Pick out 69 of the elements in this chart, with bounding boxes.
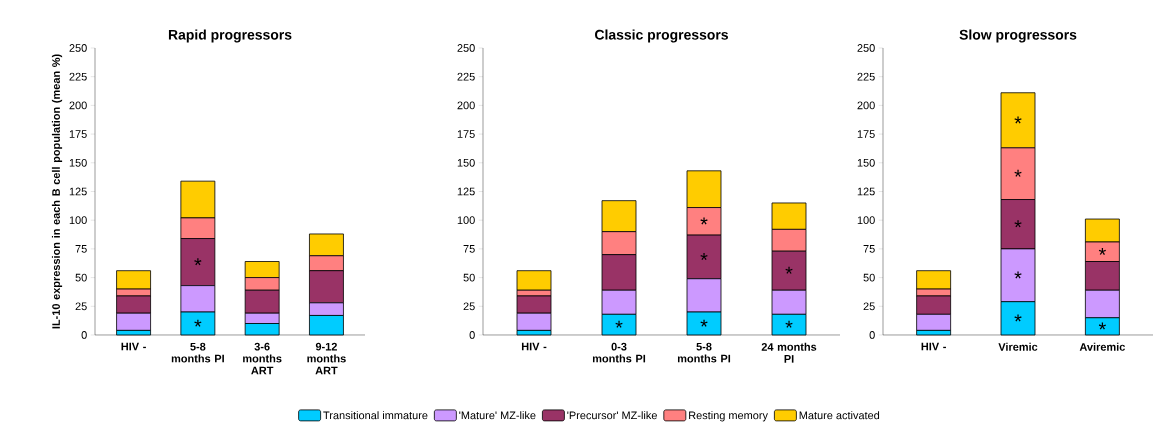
x-tick-label: Aviremic: [1079, 342, 1125, 351]
chart-title: Rapid progressors: [168, 29, 292, 43]
data-label: *: [1014, 314, 1022, 322]
data-label: *: [785, 266, 793, 274]
y-tick-label: 250: [69, 44, 87, 52]
y-tick-label: 100: [69, 216, 87, 225]
y-tick-label: 75: [463, 245, 475, 253]
y-tick-label: 25: [463, 302, 475, 311]
data-label: *: [615, 320, 623, 328]
y-tick-label: 75: [75, 245, 87, 253]
data-label: *: [700, 253, 708, 261]
y-tick-label: 175: [457, 130, 475, 138]
legend-label: Mature activated: [799, 411, 880, 420]
y-tick-label: 0: [869, 331, 875, 339]
chart-title: Slow progressors: [959, 29, 1077, 43]
y-tick-label: 50: [75, 273, 87, 282]
y-axis-title: IL-10 expression in each B cell population (mean %): [51, 54, 63, 329]
y-tick-label: 125: [857, 187, 875, 196]
y-tick-label: 250: [457, 44, 475, 52]
x-tick-label: 5-8 months PI: [171, 342, 224, 363]
y-tick-label: 200: [457, 101, 475, 110]
data-label: *: [1098, 322, 1106, 330]
y-tick-label: 75: [863, 245, 875, 253]
y-tick-label: 150: [457, 158, 475, 167]
legend-label: 'Mature' MZ-like: [459, 411, 536, 420]
data-label: *: [785, 320, 793, 328]
y-tick-label: 50: [863, 273, 875, 282]
data-label: *: [1014, 169, 1022, 177]
legend-label: Resting memory: [689, 411, 768, 422]
x-tick-label: HIV -: [121, 342, 146, 351]
y-tick-label: 175: [69, 130, 87, 138]
y-tick-label: 50: [463, 273, 475, 282]
data-label: *: [1014, 271, 1022, 279]
y-tick-label: 125: [69, 187, 87, 196]
y-tick-label: 100: [857, 216, 875, 225]
data-label: *: [194, 258, 202, 266]
bar: [516, 270, 552, 291]
y-tick-label: 0: [469, 331, 475, 339]
x-tick-label: Viremic: [998, 342, 1038, 351]
y-tick-label: 25: [75, 302, 87, 311]
y-tick-label: 100: [457, 216, 475, 225]
y-tick-label: 200: [857, 101, 875, 110]
legend-label: Transitional immature: [323, 411, 428, 420]
y-tick-label: 225: [69, 72, 87, 81]
y-tick-label: 150: [857, 158, 875, 167]
y-tick-label: 150: [69, 158, 87, 167]
data-label: *: [700, 217, 708, 225]
x-tick-label: HIV -: [521, 342, 547, 351]
y-tick-label: 250: [857, 44, 875, 52]
y-tick-label: 0: [81, 331, 87, 339]
y-tick-label: 125: [457, 187, 475, 196]
data-label: *: [1014, 220, 1022, 228]
data-label: *: [1098, 247, 1106, 255]
x-tick-label: 9-12 months ART: [307, 342, 346, 375]
x-tick-label: HIV -: [921, 342, 946, 351]
y-tick-label: 225: [857, 72, 875, 81]
x-tick-label: 3-6 months ART: [243, 342, 282, 375]
y-tick-label: 25: [863, 302, 875, 311]
y-tick-label: 225: [457, 72, 475, 81]
x-tick-label: 0-3 months PI: [592, 342, 646, 363]
chart-title: Classic progressors: [595, 29, 728, 43]
x-tick-label: 24 months PI: [761, 342, 817, 363]
y-tick-label: 200: [69, 101, 87, 110]
legend-label: 'Precursor' MZ-like: [567, 411, 657, 420]
data-label: *: [1014, 116, 1022, 124]
data-label: *: [194, 319, 202, 327]
y-tick-label: 175: [857, 130, 875, 138]
x-tick-label: 5-8 months PI: [677, 342, 731, 363]
data-label: *: [700, 319, 708, 327]
